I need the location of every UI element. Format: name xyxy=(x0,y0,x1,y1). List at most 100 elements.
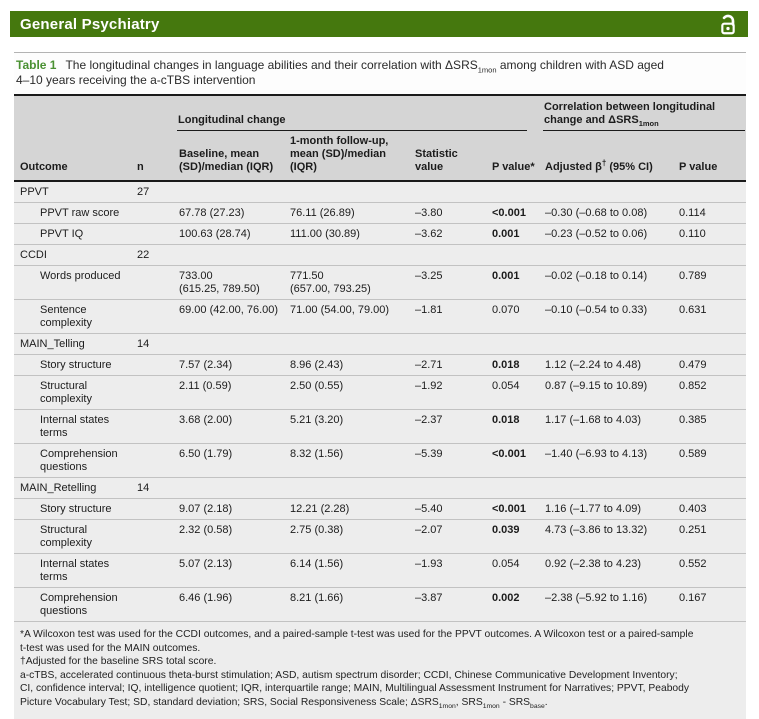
column-header-followup: 1-month follow-up, mean (SD)/median (IQR… xyxy=(288,131,413,182)
table-cell xyxy=(490,244,543,266)
table-row: Story structure 9.07 (2.18) 12.21 (2.28) –5… xyxy=(14,498,746,520)
table-cell: Structural complexity xyxy=(14,519,135,554)
spanner-row: Longitudinal change Correlation between … xyxy=(14,95,746,131)
table-cell: MAIN_Retelling xyxy=(14,477,135,499)
table-cell: 71.00 (54.00, 79.00) xyxy=(288,299,413,334)
table-row: PPVT raw score 67.78 (27.23) 76.11 (26.89)… xyxy=(14,202,746,224)
table-cell: 8.21 (1.66) xyxy=(288,587,413,621)
table-cell: 0.385 xyxy=(677,409,746,444)
table-number-label: Table 1 xyxy=(16,58,57,72)
spanner-longitudinal-change: Longitudinal change xyxy=(177,95,543,131)
table-row: MAIN_Telling 14 xyxy=(14,333,746,355)
footnote-adjusted: †Adjusted for the baseline SRS total sco… xyxy=(20,656,217,667)
table-cell: Comprehension questions xyxy=(14,587,135,621)
column-header-n: n xyxy=(135,131,177,182)
table-cell xyxy=(413,477,490,499)
table-cell: <0.001 xyxy=(490,498,543,520)
table-cell: 0.054 xyxy=(490,553,543,588)
table-cell: 14 xyxy=(135,333,177,355)
table-cell xyxy=(677,477,746,499)
table-cell: –3.87 xyxy=(413,587,490,621)
table-cell xyxy=(135,443,177,478)
table-cell: 0.852 xyxy=(677,375,746,410)
dagger-superscript: † xyxy=(601,158,607,168)
table-cell xyxy=(543,244,677,266)
table-cell: 6.50 (1.79) xyxy=(177,443,288,478)
column-header-baseline: Baseline, mean (SD)/median (IQR) xyxy=(177,131,288,182)
table-cell: 0.001 xyxy=(490,265,543,300)
table-cell: Structural complexity xyxy=(14,375,135,410)
table-cell xyxy=(135,354,177,376)
table-cell: 0.92 (–2.38 to 4.23) xyxy=(543,553,677,588)
table-cell: 100.63 (28.74) xyxy=(177,223,288,245)
table-row: Comprehension questions 6.46 (1.96) 8.21 (… xyxy=(14,587,746,621)
table-row: Structural complexity 2.32 (0.58) 2.75 (0.… xyxy=(14,519,746,554)
table-header: Longitudinal change Correlation between … xyxy=(14,95,746,182)
table-cell xyxy=(543,181,677,203)
table-cell: –0.30 (–0.68 to 0.08) xyxy=(543,202,677,224)
table-cell: 14 xyxy=(135,477,177,499)
table-cell xyxy=(543,477,677,499)
journal-masthead: General Psychiatry xyxy=(10,11,748,37)
table-cell xyxy=(135,553,177,588)
table-caption: Table 1 The longitudinal changes in langu… xyxy=(14,52,746,94)
table-cell: –2.07 xyxy=(413,519,490,554)
article-table-panel: Table 1 The longitudinal changes in langu… xyxy=(14,52,746,719)
table-cell: –1.92 xyxy=(413,375,490,410)
table-cell xyxy=(413,244,490,266)
table-cell: 2.50 (0.55) xyxy=(288,375,413,410)
table-cell: PPVT IQ xyxy=(14,223,135,245)
table-cell xyxy=(135,375,177,410)
table-cell: 0.070 xyxy=(490,299,543,334)
table-cell: –0.23 (–0.52 to 0.06) xyxy=(543,223,677,245)
footnote-statistical-tests: *A Wilcoxon test was used for the CCDI o… xyxy=(20,629,694,654)
caption-text-after: among children with ASD aged 4–10 years … xyxy=(16,58,664,87)
table-cell xyxy=(288,333,413,355)
table-cell: –2.37 xyxy=(413,409,490,444)
table-cell: 76.11 (26.89) xyxy=(288,202,413,224)
table-cell: 5.21 (3.20) xyxy=(288,409,413,444)
table-cell: 8.96 (2.43) xyxy=(288,354,413,376)
table-cell: 0.403 xyxy=(677,498,746,520)
table-cell xyxy=(490,477,543,499)
table-row: MAIN_Retelling 14 xyxy=(14,477,746,499)
table-cell: 0.001 xyxy=(490,223,543,245)
table-cell: 4.73 (–3.86 to 13.32) xyxy=(543,519,677,554)
open-access-lock-icon xyxy=(717,12,739,37)
table-cell xyxy=(288,244,413,266)
table-cell: 5.07 (2.13) xyxy=(177,553,288,588)
table-cell xyxy=(413,333,490,355)
table-cell: Story structure xyxy=(14,498,135,520)
table-cell: 0.054 xyxy=(490,375,543,410)
table-cell: –3.25 xyxy=(413,265,490,300)
table-cell: Internal states terms xyxy=(14,553,135,588)
table-cell xyxy=(177,244,288,266)
table-cell: PPVT raw score xyxy=(14,202,135,224)
table-cell xyxy=(135,299,177,334)
table-cell xyxy=(135,409,177,444)
table-cell: Internal states terms xyxy=(14,409,135,444)
table-cell xyxy=(177,477,288,499)
table-row: Words produced 733.00 (615.25, 789.50) 771… xyxy=(14,265,746,300)
table-cell xyxy=(543,333,677,355)
table-cell xyxy=(135,587,177,621)
table-cell: Words produced xyxy=(14,265,135,300)
table-cell: 8.32 (1.56) xyxy=(288,443,413,478)
table-cell: 27 xyxy=(137,185,150,198)
spanner-subscript: 1mon xyxy=(638,119,659,129)
table-row: CCDI 22 xyxy=(14,244,746,266)
table-cell: 22 xyxy=(135,244,177,266)
column-header-outcome: Outcome xyxy=(14,131,135,182)
table-cell: –0.10 (–0.54 to 0.33) xyxy=(543,299,677,334)
table-cell xyxy=(490,333,543,355)
table-cell xyxy=(288,181,413,203)
spanner-empty xyxy=(14,95,177,131)
column-header-pvalue1: P value* xyxy=(490,131,543,182)
table-cell xyxy=(135,223,177,245)
table-cell: 1.12 (–2.24 to 4.48) xyxy=(543,354,677,376)
table-cell: –2.71 xyxy=(413,354,490,376)
table-cell: 0.018 xyxy=(490,354,543,376)
table-row: Sentence complexity 69.00 (42.00, 76.00) 7… xyxy=(14,299,746,334)
table-cell: 1.17 (–1.68 to 4.03) xyxy=(543,409,677,444)
table-cell xyxy=(288,477,413,499)
